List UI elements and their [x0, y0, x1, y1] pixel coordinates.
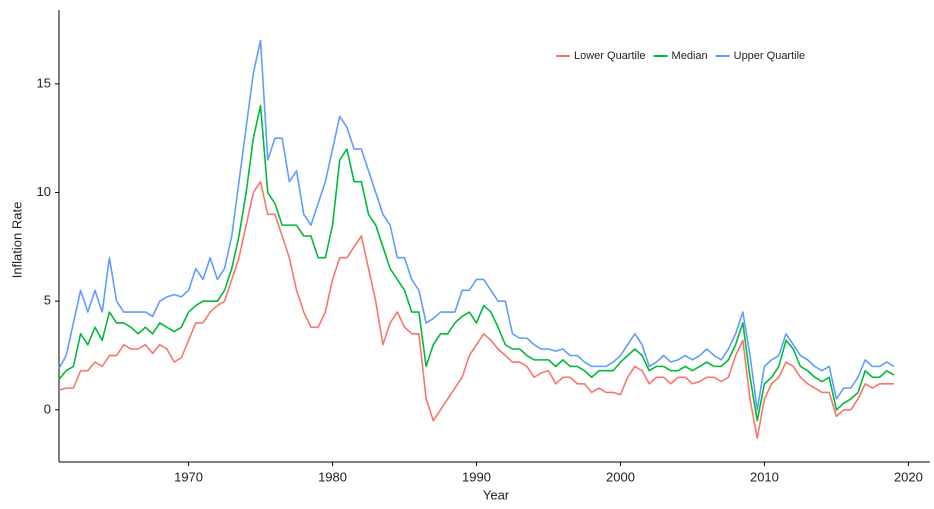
- legend-label: Upper Quartile: [734, 50, 806, 62]
- legend-label: Lower Quartile: [574, 50, 646, 62]
- legend-label: Median: [672, 50, 708, 62]
- x-tick-label: 1990: [462, 469, 491, 484]
- series-line: [58, 104, 895, 422]
- series-line: [58, 39, 895, 411]
- x-tick-label: 2000: [606, 469, 635, 484]
- series-line: [58, 180, 895, 439]
- y-tick-label: 10: [37, 184, 51, 199]
- x-tick-label: 1970: [174, 469, 203, 484]
- x-axis-title: Year: [483, 487, 510, 502]
- y-tick-label: 15: [37, 75, 51, 90]
- x-tick-label: 2010: [750, 469, 779, 484]
- y-axis-title: Inflation Rate: [9, 202, 24, 279]
- x-tick-label: 2020: [894, 469, 923, 484]
- y-tick-label: 5: [44, 293, 51, 308]
- x-tick-label: 1980: [318, 469, 347, 484]
- y-tick-label: 0: [44, 401, 51, 416]
